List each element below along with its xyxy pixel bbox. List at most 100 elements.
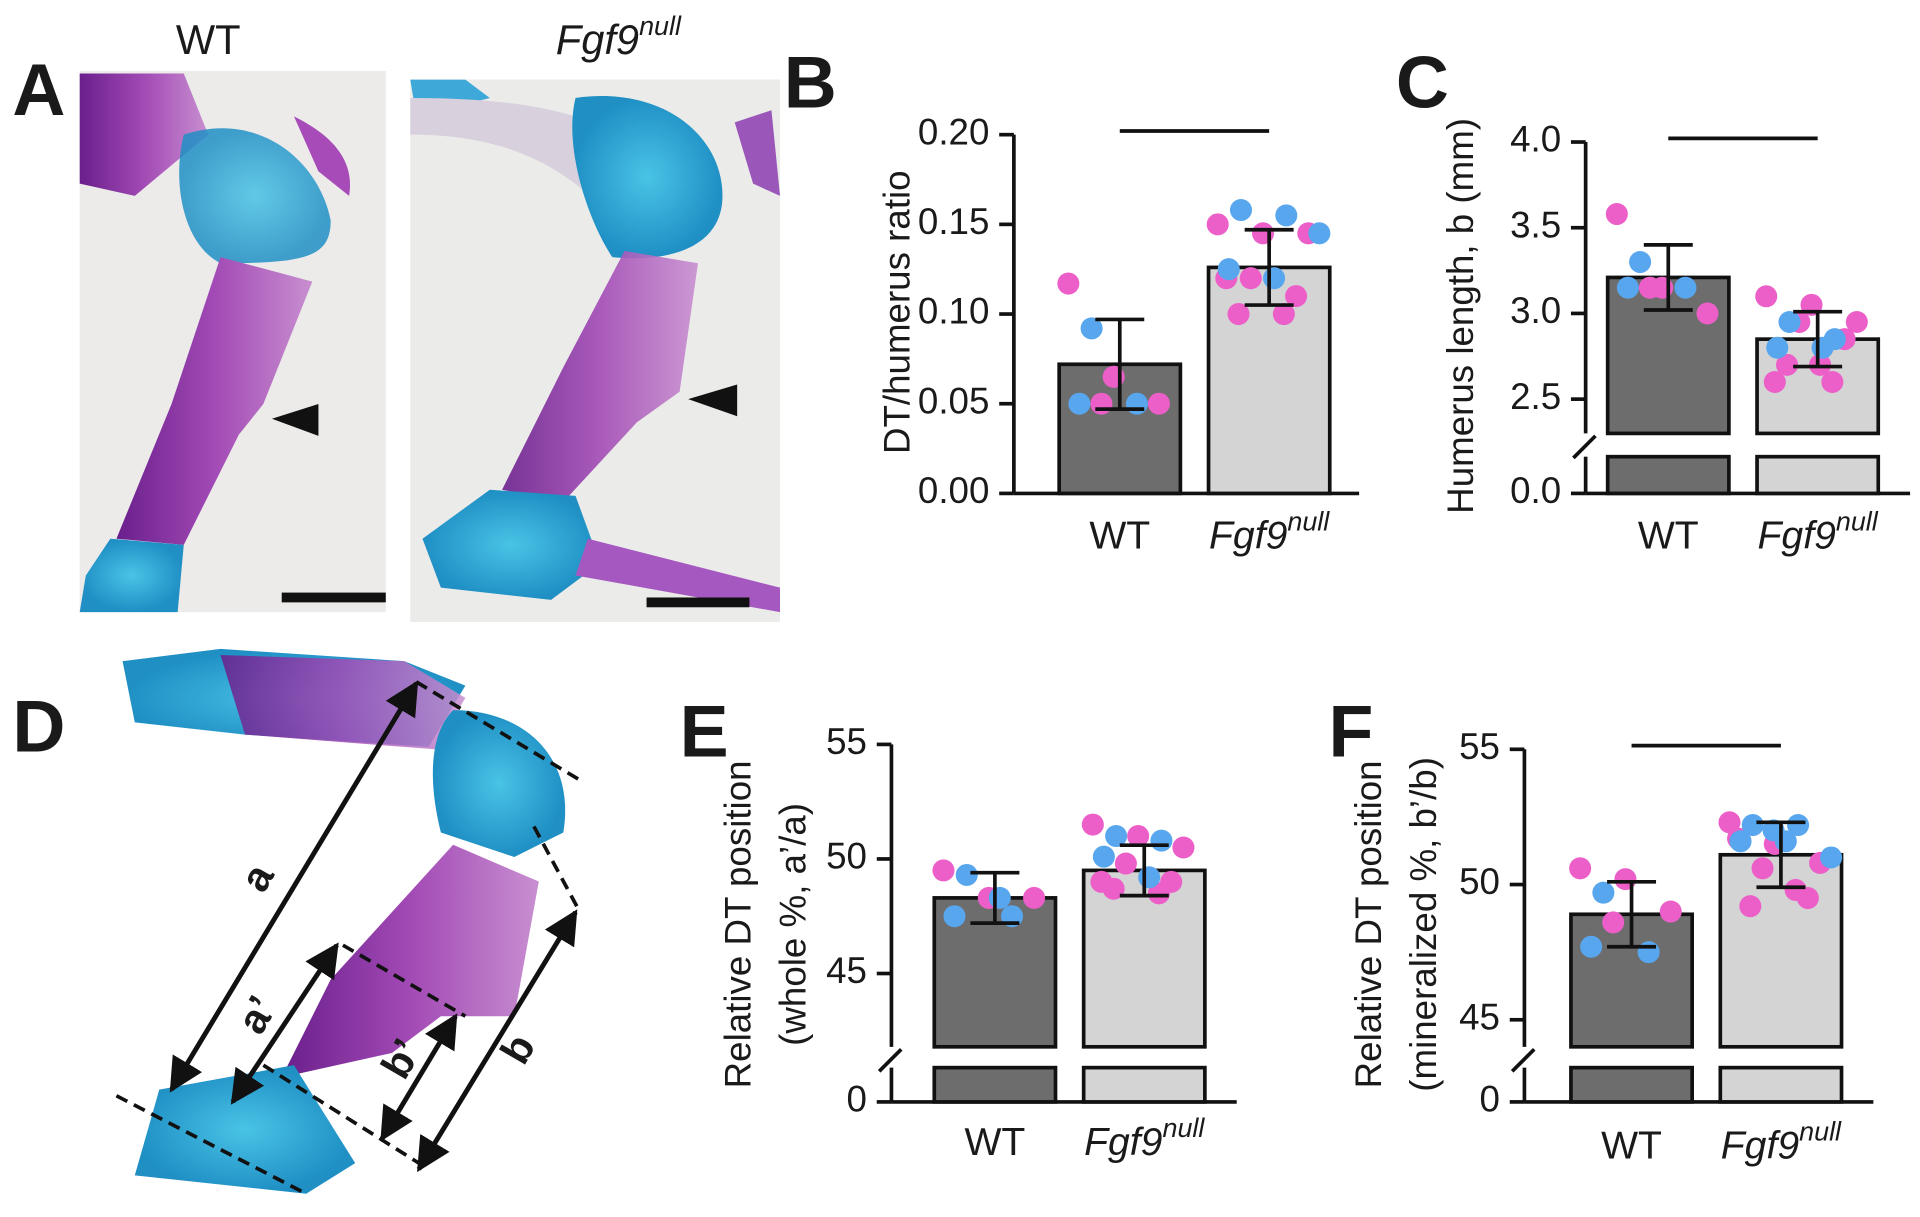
y-tick-label: 0.15 (918, 201, 989, 242)
photo-fgf9null (410, 79, 781, 622)
data-point (1811, 336, 1834, 359)
data-point (1638, 276, 1661, 299)
data-point (1080, 317, 1103, 340)
data-point (1081, 813, 1104, 836)
y-tick-label: 0.00 (918, 470, 989, 511)
data-point (1147, 882, 1170, 905)
data-point (1629, 250, 1652, 274)
data-point (1090, 870, 1113, 893)
x-tick-label-main: WT (1638, 515, 1699, 558)
bar-base (1081, 1065, 1207, 1104)
bar (1081, 868, 1207, 1049)
data-point (1755, 285, 1778, 308)
x-tick-label: Fgf9null (1209, 507, 1330, 558)
panel-label: B (784, 41, 837, 124)
y-axis-label: Relative DT position (1348, 760, 1389, 1088)
y-tick-label: 55 (826, 721, 867, 762)
data-point (1845, 310, 1868, 334)
data-point (1308, 222, 1331, 245)
panel-label: C (1396, 41, 1449, 124)
data-point (1821, 370, 1844, 394)
axis-break (877, 1047, 903, 1073)
y-axis-label: Humerus length, b (mm) (1440, 118, 1481, 514)
photo-title: WT (176, 16, 241, 63)
data-point (1229, 198, 1253, 222)
data-point (1763, 370, 1786, 394)
y-axis-label: (whole %, a’/a) (773, 803, 814, 1046)
photo-title: Fgf9null (556, 11, 682, 63)
x-tick-label-main: Fgf9 (1084, 1121, 1162, 1164)
y-tick-label: 2.5 (1510, 376, 1561, 417)
photo-title-main: Fgf9 (556, 16, 639, 63)
data-point (1602, 911, 1625, 934)
data-point (932, 859, 955, 882)
x-tick-label: WT (1601, 1125, 1662, 1168)
data-point (1751, 857, 1774, 880)
data-point (1616, 276, 1639, 299)
data-point (1150, 829, 1173, 852)
data-point (1217, 258, 1240, 281)
x-tick-label: Fgf9null (1758, 507, 1879, 558)
data-point (988, 886, 1011, 909)
data-point (1637, 941, 1660, 964)
data-point (1674, 276, 1697, 299)
data-point (1285, 285, 1308, 308)
y-tick-label: 0 (1480, 1079, 1500, 1120)
panel-label: A (12, 48, 65, 131)
data-point (1239, 267, 1262, 290)
y-tick-label: 4.0 (1510, 119, 1561, 160)
photo-title-sup: null (639, 11, 682, 41)
data-point (1272, 303, 1295, 326)
x-tick-label-main: Fgf9 (1209, 515, 1287, 558)
x-tick-label-sup: null (1287, 507, 1330, 537)
data-point (1739, 895, 1762, 918)
data-point (1580, 935, 1603, 958)
axis-break (1572, 434, 1597, 460)
y-tick-label: 0.0 (1510, 470, 1561, 511)
x-tick-label-main: WT (1089, 515, 1150, 558)
data-point (1766, 336, 1789, 359)
y-tick-label: 45 (826, 950, 867, 991)
y-tick-label: 50 (826, 836, 867, 877)
x-tick-label: WT (1089, 515, 1150, 558)
data-point (1206, 213, 1229, 236)
photo-wt (79, 71, 386, 613)
data-point (943, 905, 966, 928)
y-tick-label: 0 (847, 1079, 867, 1120)
data-point (1729, 830, 1752, 853)
bar-base (932, 1065, 1058, 1104)
x-tick-label-main: Fgf9 (1758, 515, 1836, 558)
x-tick-label-main: WT (1601, 1125, 1662, 1168)
data-point (1592, 881, 1615, 904)
y-tick-label: 45 (1459, 996, 1500, 1037)
data-point (1068, 392, 1091, 415)
data-point (1138, 866, 1161, 889)
data-point (1696, 302, 1719, 325)
data-point (1125, 392, 1148, 415)
data-point (1659, 900, 1682, 923)
panel-label: F (1329, 689, 1374, 772)
y-axis-label: Relative DT position (718, 760, 759, 1088)
bar-base (1718, 1065, 1844, 1104)
panel-label: D (12, 685, 65, 768)
x-tick-label-main: Fgf9 (1721, 1125, 1799, 1168)
data-point (1718, 811, 1741, 834)
y-tick-label: 50 (1459, 861, 1500, 902)
bar-base (1569, 1065, 1694, 1104)
x-tick-label: WT (964, 1121, 1025, 1164)
data-point (1778, 310, 1801, 334)
y-tick-label: 3.0 (1510, 290, 1561, 331)
data-point (1147, 392, 1170, 415)
data-point (1741, 814, 1764, 837)
data-point (1127, 825, 1150, 848)
data-point (1605, 202, 1628, 226)
y-tick-label: 3.5 (1510, 204, 1561, 245)
data-point (1114, 852, 1137, 875)
y-tick-label: 55 (1459, 726, 1500, 767)
panel-label: E (680, 689, 729, 772)
data-point (1057, 272, 1080, 295)
measure-label: a (231, 855, 284, 899)
data-point (1275, 204, 1298, 227)
bar-base (1755, 454, 1881, 496)
